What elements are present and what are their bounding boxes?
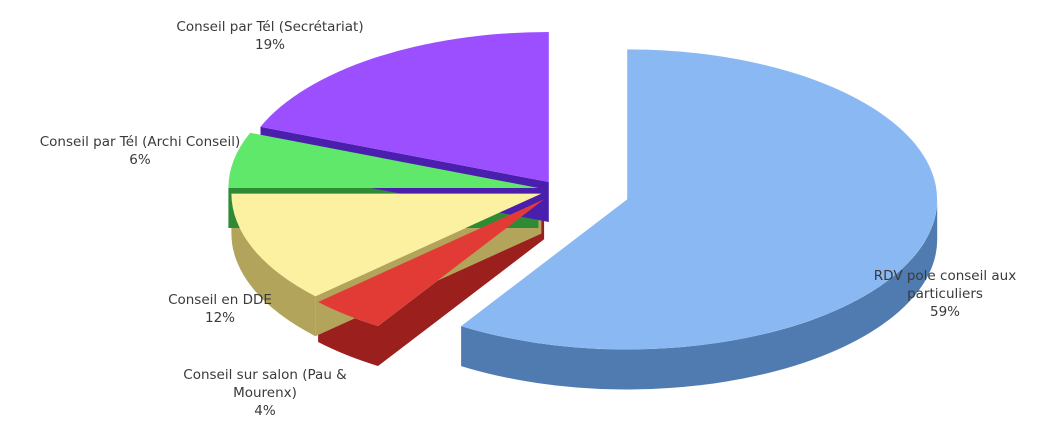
slice-pct: 4% <box>254 403 276 419</box>
slice-rdv <box>461 49 938 350</box>
slice-label-archi: Conseil par Tél (Archi Conseil) 6% <box>0 133 280 169</box>
slice-pct: 6% <box>129 152 151 168</box>
slice-label-line: Mourenx) <box>233 385 297 401</box>
slice-label-line: Conseil par Tél (Archi Conseil) <box>39 134 241 150</box>
slice-secretariat <box>260 31 549 182</box>
slice-label-rdv: RDV pole conseil aux particuliers 59% <box>850 267 1040 321</box>
slice-archi <box>228 132 539 188</box>
slice-label-line: Conseil sur salon (Pau & <box>183 367 347 383</box>
slice-label-line: Conseil par Tél (Secrétariat) <box>176 19 364 35</box>
slice-label-line: RDV pole conseil aux <box>873 268 1017 284</box>
slice-dde <box>231 193 542 297</box>
slice-label-line: particuliers <box>907 286 983 302</box>
slice-label-line: Conseil en DDE <box>168 292 272 308</box>
slice-side-dde <box>231 193 316 337</box>
slice-pct: 59% <box>929 304 960 320</box>
slice-salon <box>318 199 545 326</box>
slice-label-salon: Conseil sur salon (Pau & Mourenx) 4% <box>150 366 380 420</box>
slice-pct: 19% <box>254 37 285 53</box>
slice-label-dde: Conseil en DDE 12% <box>140 291 300 327</box>
slice-side-rdv <box>461 199 938 390</box>
slice-label-secretariat: Conseil par Tél (Secrétariat) 19% <box>140 18 400 54</box>
slice-pct: 12% <box>204 310 235 326</box>
